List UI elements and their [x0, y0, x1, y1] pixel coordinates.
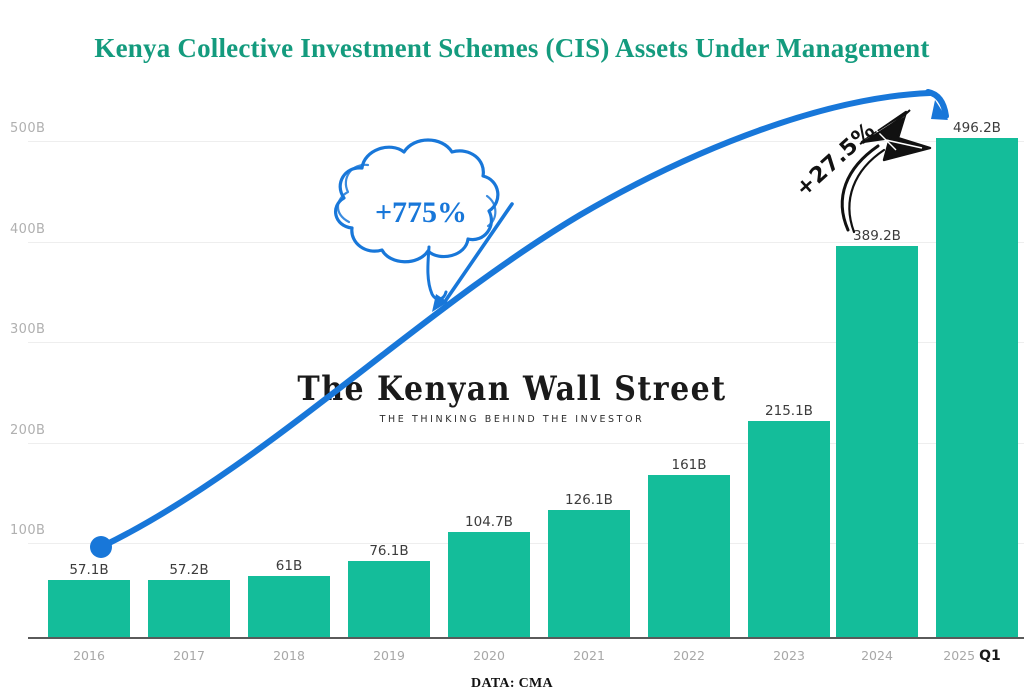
- xtick-2018: 2018: [273, 648, 305, 663]
- xtick-2024: 2024: [861, 648, 893, 663]
- bar-2019[interactable]: [348, 561, 430, 637]
- xtick-2023: 2023: [773, 648, 805, 663]
- xtick-2019: 2019: [373, 648, 405, 663]
- xtick-2025q1: 2025 Q1: [920, 648, 1024, 664]
- bar-value-2019: 76.1B: [369, 543, 409, 559]
- bar-2017[interactable]: [148, 580, 230, 637]
- growth-total-label: +775%: [374, 196, 468, 229]
- bar-2016[interactable]: [48, 580, 130, 637]
- bar-value-2025q1: 496.2B: [953, 120, 1001, 136]
- bar-value-2024: 389.2B: [853, 228, 901, 244]
- watermark-title: The Kenyan Wall Street: [297, 369, 727, 410]
- xtick-2020: 2020: [473, 648, 505, 663]
- bar-2024[interactable]: [836, 246, 918, 637]
- bar-2018[interactable]: [248, 576, 330, 637]
- xtick-2021: 2021: [573, 648, 605, 663]
- xtick-2022: 2022: [673, 648, 705, 663]
- bar-value-2022: 161B: [671, 457, 707, 473]
- data-source-note: DATA: CMA: [471, 676, 553, 691]
- watermark-logo: The Kenyan Wall Street THE THINKING BEHI…: [0, 369, 1024, 425]
- page-title: Kenya Collective Investment Schemes (CIS…: [94, 33, 930, 63]
- xtick-2017: 2017: [173, 648, 205, 663]
- bar-value-2017: 57.2B: [169, 562, 209, 578]
- ytick-label-400: 400B: [10, 222, 46, 237]
- bar-2020[interactable]: [448, 532, 530, 637]
- xtick-2025-year: 2025: [943, 648, 980, 663]
- ytick-label-500: 500B: [10, 121, 46, 136]
- ytick-label-200: 200B: [10, 423, 46, 438]
- x-axis-line: [28, 637, 1024, 639]
- bar-value-2016: 57.1B: [69, 562, 109, 578]
- ytick-label-300: 300B: [10, 322, 46, 337]
- xtick-2025-quarter: Q1: [979, 648, 1001, 664]
- bar-2025q1[interactable]: [936, 138, 1018, 637]
- ytick-label-100: 100B: [10, 523, 46, 538]
- bar-2023[interactable]: [748, 421, 830, 637]
- bar-value-2018: 61B: [275, 558, 303, 574]
- bar-2022[interactable]: [648, 475, 730, 637]
- bar-2021[interactable]: [548, 510, 630, 637]
- watermark-tagline: THE THINKING BEHIND THE INVESTOR: [379, 414, 645, 425]
- xtick-2016: 2016: [73, 648, 105, 663]
- bar-value-2020: 104.7B: [465, 514, 513, 530]
- bar-value-2021: 126.1B: [565, 492, 613, 508]
